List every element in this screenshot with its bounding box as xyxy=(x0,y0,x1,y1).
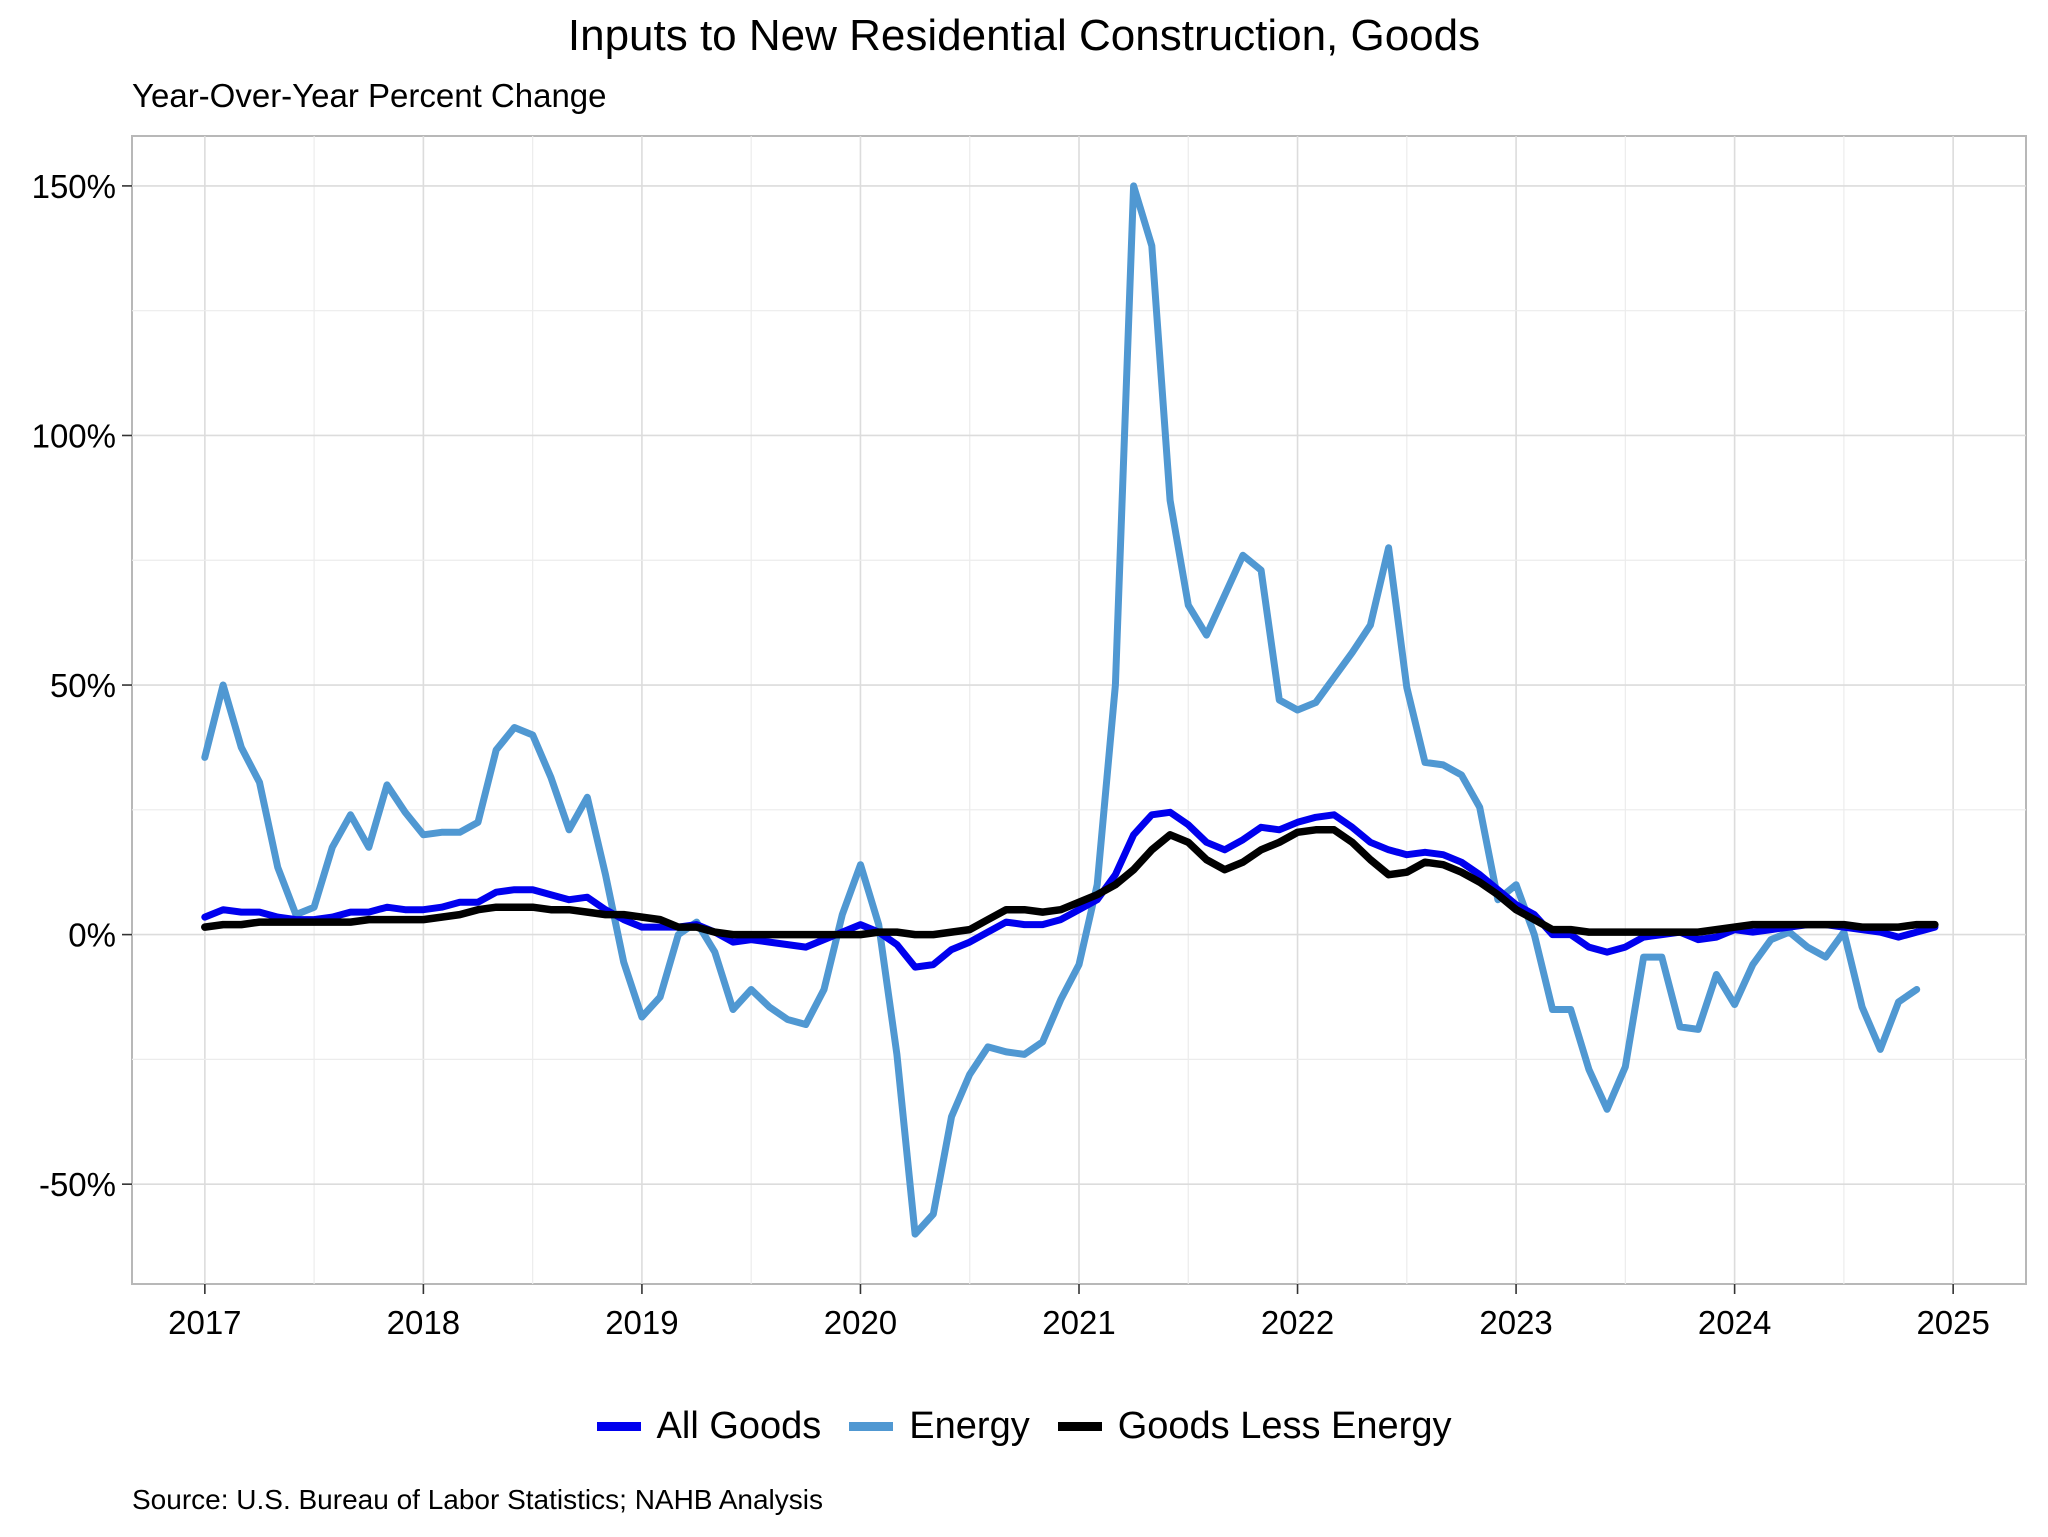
series-line-goods-less-energy xyxy=(201,826,1939,939)
legend-label: Goods Less Energy xyxy=(1117,1404,1452,1447)
legend-item: All Goods xyxy=(596,1404,822,1448)
y-tick-label: 50% xyxy=(50,667,116,704)
legend-item: Goods Less Energy xyxy=(1057,1404,1452,1448)
x-tick-label: 2017 xyxy=(168,1304,241,1341)
x-tick-label: 2020 xyxy=(824,1304,897,1341)
x-tick-label: 2024 xyxy=(1698,1304,1771,1341)
x-tick-label: 2021 xyxy=(1042,1304,1115,1341)
x-tick-label: 2025 xyxy=(1916,1304,1989,1341)
y-tick-label: 0% xyxy=(68,917,116,954)
x-tick-label: 2022 xyxy=(1261,1304,1334,1341)
legend-swatch xyxy=(596,1421,641,1431)
legend: All Goods Energy Goods Less Energy xyxy=(0,1396,2048,1456)
series-lines xyxy=(201,182,1939,1238)
x-tick-label: 2018 xyxy=(387,1304,460,1341)
legend-label: All Goods xyxy=(656,1404,822,1447)
y-tick-label: -50% xyxy=(39,1166,116,1203)
x-tick-label: 2023 xyxy=(1479,1304,1552,1341)
y-tick-label: 150% xyxy=(32,168,116,205)
legend-item: Energy xyxy=(849,1404,1030,1448)
series-line-all-goods xyxy=(201,808,1939,971)
axes: 2017 2018 2019 2020 2021 2022 2023 2024 2025 -50%… xyxy=(32,168,1990,1341)
series-line-energy xyxy=(201,182,1921,1238)
source-note: Source: U.S. Bureau of Labor Statistics;… xyxy=(132,1484,823,1515)
chart-title: Inputs to New Residential Construction, … xyxy=(567,11,1481,60)
chart-subtitle: Year-Over-Year Percent Change xyxy=(132,77,607,114)
legend-swatch xyxy=(849,1421,894,1431)
y-tick-label: 100% xyxy=(32,417,116,454)
x-tick-label: 2019 xyxy=(605,1304,678,1341)
legend-label: Energy xyxy=(909,1404,1030,1447)
legend-swatch xyxy=(1057,1421,1102,1431)
